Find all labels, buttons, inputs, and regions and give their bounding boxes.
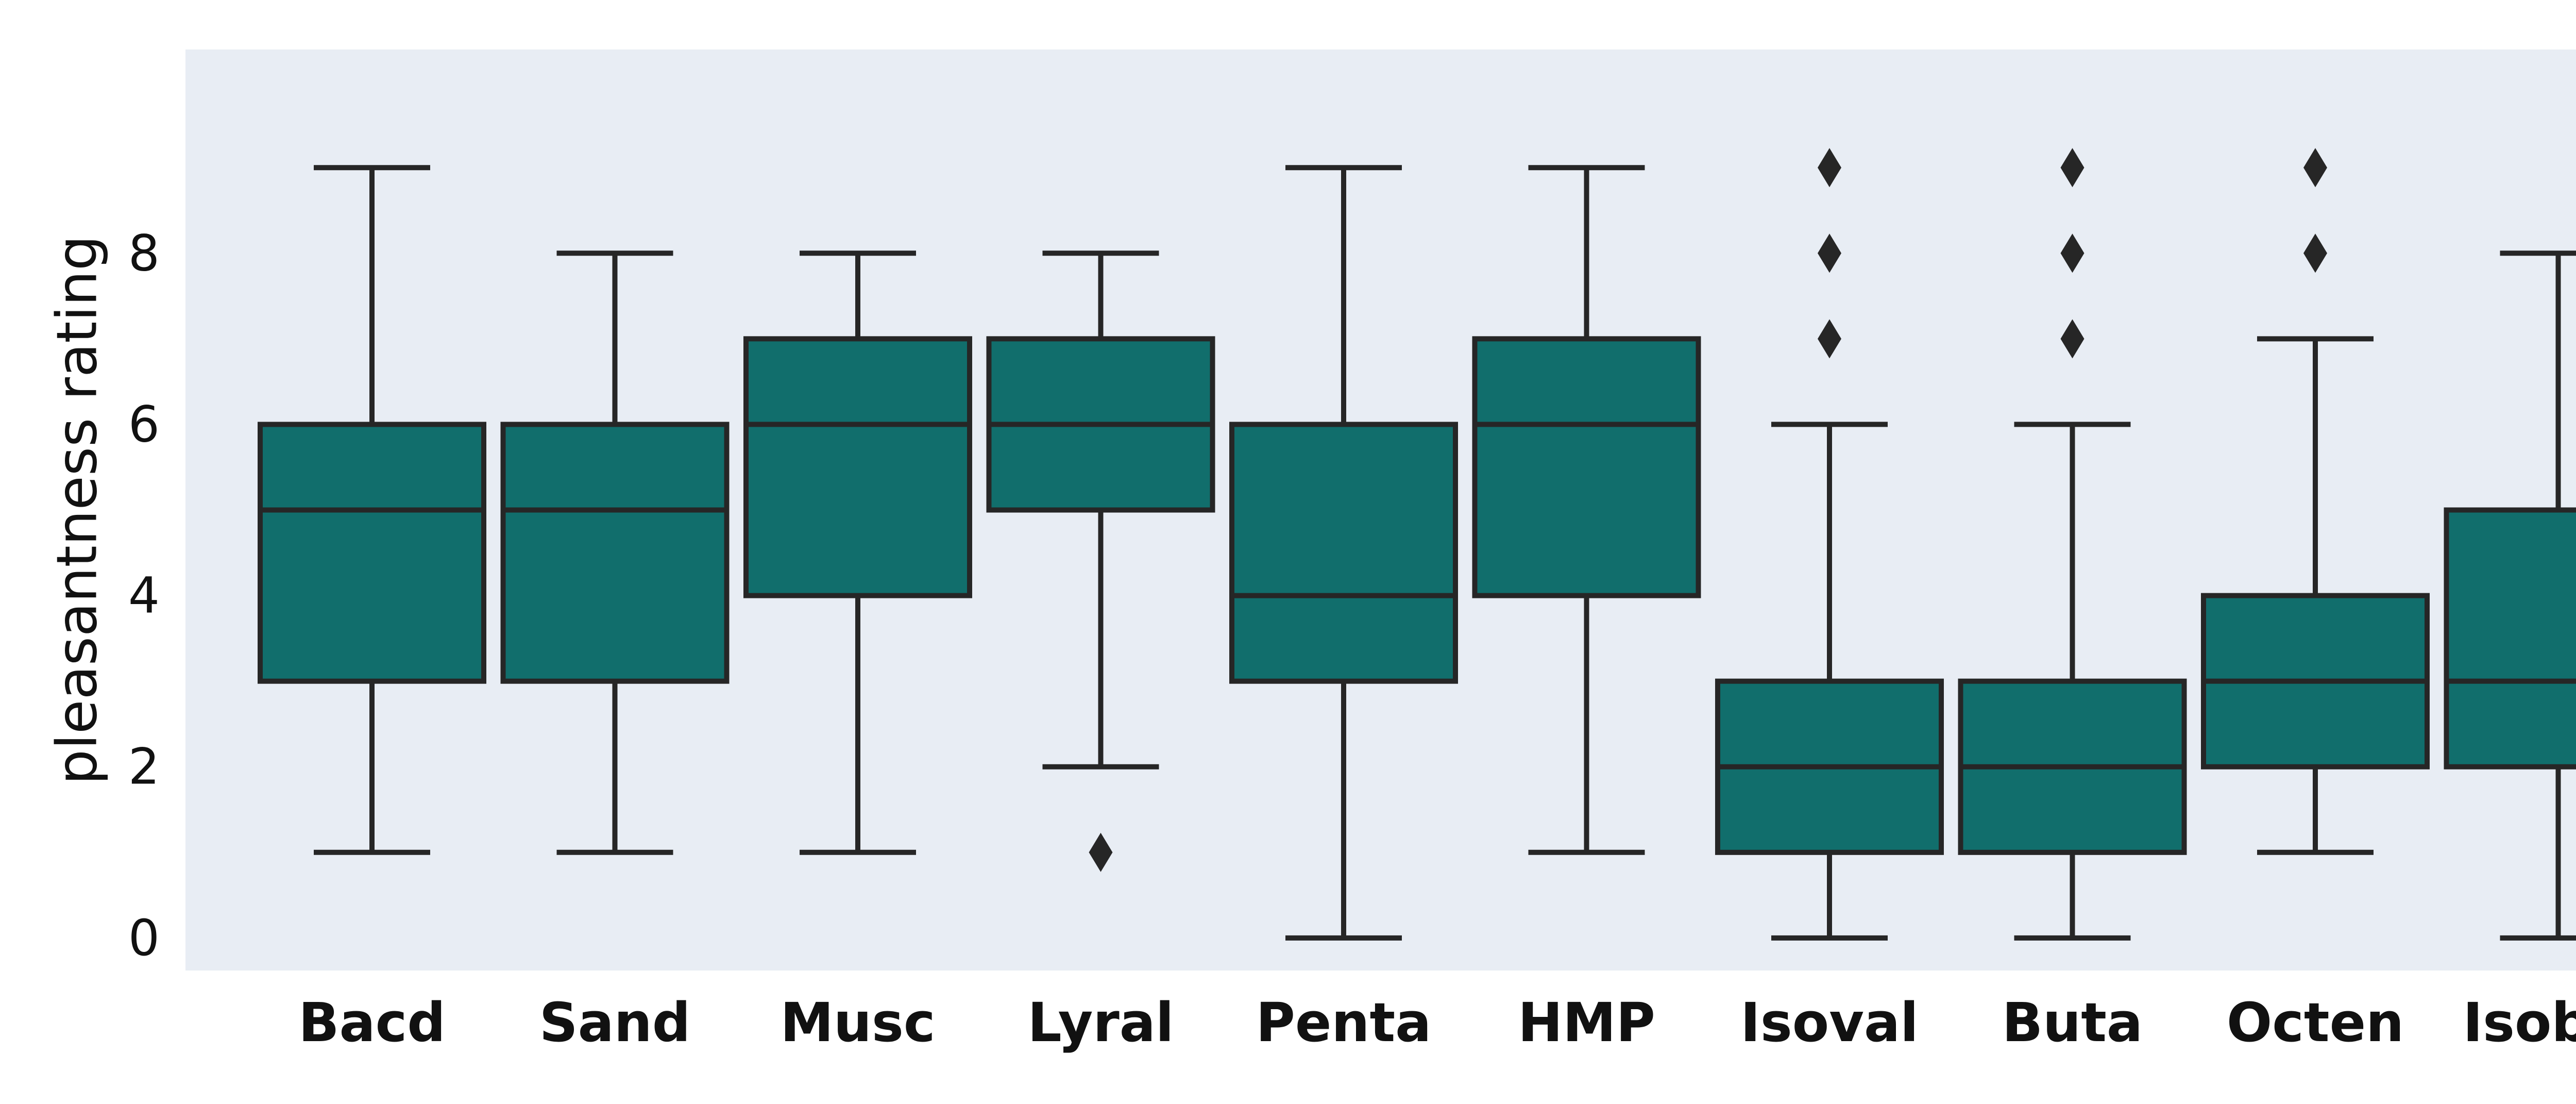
outlier-point [1089,832,1113,872]
x-category-label: Isobut [2463,991,2576,1054]
x-category-label: Buta [2002,991,2143,1054]
x-category-label: Musc [780,991,935,1054]
box-group-buta [1958,148,2187,941]
x-category-label: Bacd [298,991,446,1054]
box-group-lyral [986,250,1215,872]
box-group-musc [743,250,972,855]
x-category-label: Octen [2227,991,2404,1054]
box-group-isobut [2444,250,2576,941]
y-tick-label: 2 [128,738,160,796]
y-tick-label: 0 [128,909,160,967]
x-category-label: Isoval [1740,991,1919,1054]
y-axis-label: pleasantness rating [45,235,110,784]
x-category-label: Lyral [1027,991,1174,1054]
y-tick-label: 6 [128,395,160,453]
iqr-box [743,336,972,598]
iqr-box [1472,336,1701,598]
outlier-point [2303,148,2327,188]
outlier-point [1818,148,1841,188]
iqr-box [500,422,730,684]
x-category-label: Sand [539,991,691,1054]
y-tick-label: 8 [128,224,160,282]
box-group-isoval [1715,148,1944,941]
box-group-hmp [1472,165,1701,855]
box-group-sand [500,250,730,855]
x-category-label: HMP [1518,991,1655,1054]
iqr-box [2444,507,2576,770]
iqr-box [1229,422,1458,684]
outlier-point [2060,148,2084,188]
outlier-point [1818,319,1841,359]
box-group-penta [1229,165,1458,941]
y-tick-label: 4 [128,567,160,625]
x-category-label: Penta [1256,991,1432,1054]
outlier-point [2303,233,2327,273]
box-group-bacd [258,165,486,855]
outlier-point [2060,319,2084,359]
outlier-point [1818,233,1841,273]
outlier-point [2060,233,2084,273]
box-group-octen [2201,148,2430,855]
iqr-box [258,422,486,684]
